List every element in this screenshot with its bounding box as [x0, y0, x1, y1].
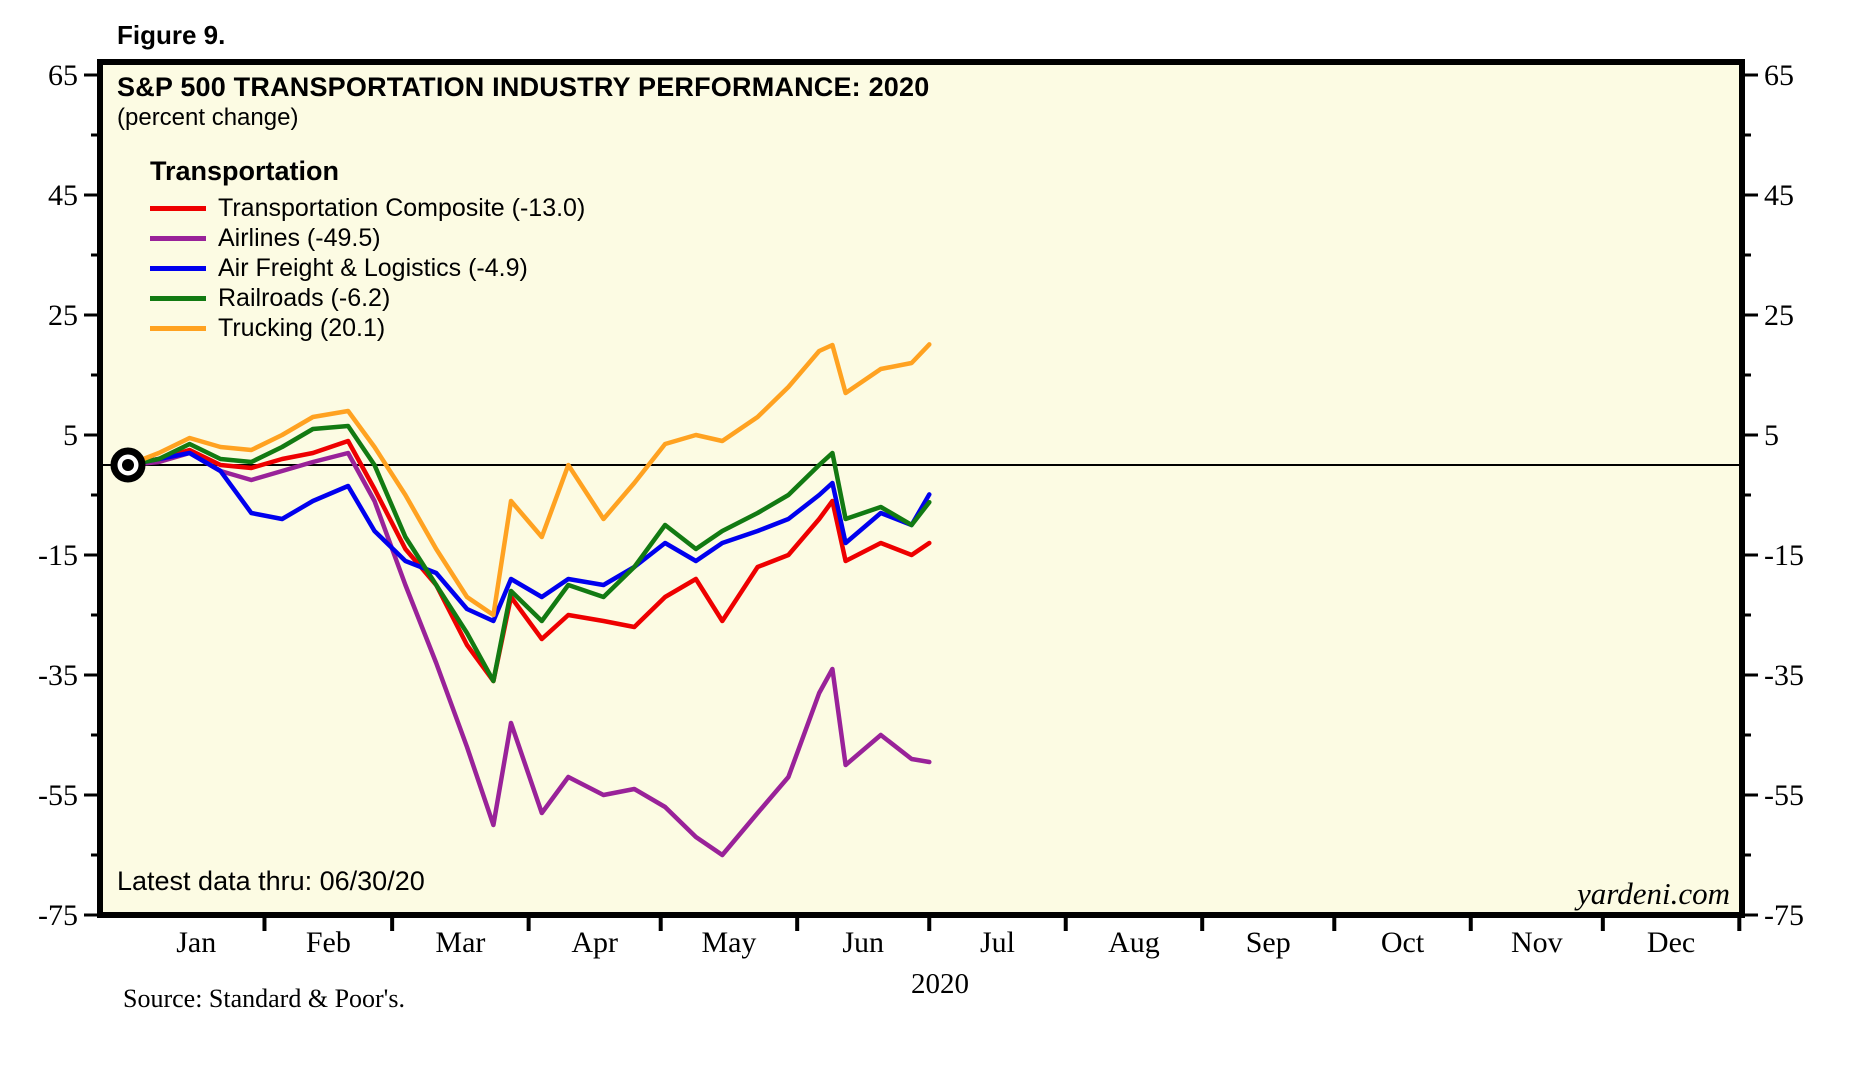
y-tick-label-right: 45 [1764, 179, 1794, 212]
x-month-label-May: May [701, 926, 756, 959]
latest-data-note: Latest data thru: 06/30/20 [117, 866, 425, 896]
x-month-label-Dec: Dec [1647, 926, 1695, 959]
legend-swatch [150, 205, 206, 211]
legend-item-4: Railroads (-6.2) [150, 283, 585, 313]
start-marker-dot [122, 459, 134, 471]
legend-swatch [150, 295, 206, 301]
legend-items: Transportation Composite (-13.0) Airlines… [150, 193, 585, 343]
legend-swatch [150, 325, 206, 331]
chart-subtitle: (percent change) [117, 104, 299, 131]
x-month-label-Jan: Jan [176, 926, 216, 959]
y-tick-label-right: -75 [1764, 899, 1804, 932]
x-month-label-Aug: Aug [1108, 926, 1160, 959]
watermark: yardeni.com [1577, 876, 1730, 911]
series-line-trucking [125, 342, 932, 618]
y-tick-label-left: 5 [63, 419, 78, 452]
legend-item-label: Trucking (20.1) [218, 313, 386, 342]
series-line-airlines [125, 450, 932, 858]
chart-title: S&P 500 TRANSPORTATION INDUSTRY PERFORMA… [117, 72, 930, 102]
y-tick-label-left: -15 [38, 539, 78, 572]
legend-item-label: Air Freight & Logistics (-4.9) [218, 253, 528, 282]
x-month-label-Feb: Feb [306, 926, 351, 959]
x-month-label-Nov: Nov [1511, 926, 1563, 959]
x-month-label-Jun: Jun [842, 926, 884, 959]
y-tick-label-left: 65 [48, 59, 78, 92]
y-tick-label-right: -15 [1764, 539, 1804, 572]
figure-label: Figure 9. [117, 20, 226, 50]
legend-item-2: Airlines (-49.5) [150, 223, 585, 253]
legend-item-label: Airlines (-49.5) [218, 223, 381, 252]
series-line-transportation-composite [125, 438, 932, 684]
x-month-label-Mar: Mar [435, 926, 485, 959]
x-month-label-Oct: Oct [1381, 926, 1425, 959]
x-month-label-Jul: Jul [980, 926, 1015, 959]
legend-item-1: Transportation Composite (-13.0) [150, 193, 585, 223]
y-tick-label-right: -55 [1764, 779, 1804, 812]
legend-item-label: Railroads (-6.2) [218, 283, 391, 312]
legend-header: Transportation [150, 156, 340, 186]
x-month-label-Apr: Apr [571, 926, 618, 959]
source-note: Source: Standard & Poor's. [123, 984, 405, 1013]
legend-item-label: Transportation Composite (-13.0) [218, 193, 586, 222]
y-tick-label-right: 65 [1764, 59, 1794, 92]
x-month-label-Sep: Sep [1246, 926, 1291, 959]
y-tick-label-left: 45 [48, 179, 78, 212]
y-tick-label-left: -55 [38, 779, 78, 812]
x-axis-year-label: 2020 [911, 968, 969, 1000]
y-tick-label-right: 5 [1764, 419, 1779, 452]
legend-swatch [150, 235, 206, 241]
y-tick-label-right: -35 [1764, 659, 1804, 692]
y-tick-label-left: 25 [48, 299, 78, 332]
chart-legend: Transportation Transportation Composite … [150, 156, 585, 343]
y-tick-label-left: -75 [38, 899, 78, 932]
y-tick-label-right: 25 [1764, 299, 1794, 332]
legend-item-3: Air Freight & Logistics (-4.9) [150, 253, 585, 283]
y-tick-label-left: -35 [38, 659, 78, 692]
series-line-air-freight-logistics [125, 450, 932, 624]
legend-swatch [150, 265, 206, 271]
series-line-railroads [125, 423, 932, 684]
legend-item-5: Trucking (20.1) [150, 313, 585, 343]
